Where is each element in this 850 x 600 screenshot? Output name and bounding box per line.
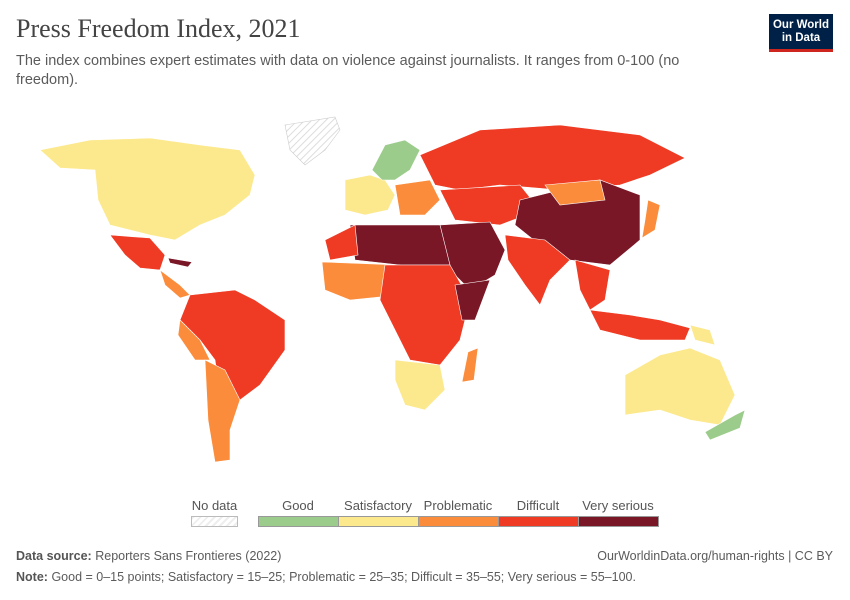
region-india[interactable] <box>504 234 571 306</box>
region-morocco[interactable] <box>324 224 359 261</box>
legend-swatch-good[interactable] <box>258 516 339 527</box>
region-central-africa[interactable] <box>379 264 471 366</box>
region-greenland[interactable] <box>284 116 341 166</box>
region-russia[interactable] <box>419 124 686 191</box>
page-title: Press Freedom Index, 2021 <box>16 14 301 43</box>
page-subtitle: The index combines expert estimates with… <box>16 53 680 88</box>
region-mongolia[interactable] <box>544 179 606 206</box>
region-png[interactable] <box>689 324 716 346</box>
region-central-america[interactable] <box>159 269 191 299</box>
legend-label-problematic: Problematic <box>423 498 493 513</box>
data-source: Data source: Reporters Sans Frontieres (… <box>16 549 281 563</box>
source-link[interactable]: OurWorldinData.org/human-rights | CC BY <box>597 549 833 563</box>
legend-label-very-serious: Very serious <box>582 498 654 513</box>
region-horn-africa[interactable] <box>454 279 491 321</box>
region-se-asia[interactable] <box>574 259 611 311</box>
legend-no-data-label: No data <box>191 498 238 513</box>
legend-swatch-problematic[interactable] <box>418 516 499 527</box>
legend-swatch-satisfactory[interactable] <box>338 516 419 527</box>
region-cuba[interactable] <box>167 257 193 268</box>
region-indonesia[interactable] <box>589 309 691 341</box>
legend-label-good: Good <box>282 498 314 513</box>
region-australia[interactable] <box>624 347 736 426</box>
legend-no-data-swatch[interactable] <box>191 516 238 527</box>
legend-swatch-very-serious[interactable] <box>578 516 659 527</box>
region-argentina-chile[interactable] <box>204 359 241 463</box>
region-scandinavia[interactable] <box>371 139 421 181</box>
source-label: Data source: <box>16 549 92 563</box>
world-map[interactable] <box>0 100 850 480</box>
note: Note: Good = 0–15 points; Satisfactory =… <box>16 570 636 584</box>
region-mexico[interactable] <box>109 234 166 271</box>
region-peru[interactable] <box>177 319 211 361</box>
legend-label-satisfactory: Satisfactory <box>344 498 412 513</box>
region-north-america[interactable] <box>39 137 256 241</box>
region-southern-africa[interactable] <box>394 359 446 411</box>
note-label: Note: <box>16 570 48 584</box>
note-text: Good = 0–15 points; Satisfactory = 15–25… <box>51 570 636 584</box>
owid-logo[interactable]: Our World in Data <box>769 14 833 52</box>
region-new-zealand[interactable] <box>704 409 746 441</box>
legend-swatch-difficult[interactable] <box>498 516 579 527</box>
region-eastern-europe[interactable] <box>394 179 441 216</box>
region-madagascar[interactable] <box>461 347 479 383</box>
legend-label-difficult: Difficult <box>516 498 560 513</box>
source-text: Reporters Sans Frontieres (2022) <box>95 549 282 563</box>
region-north-africa[interactable] <box>349 224 451 266</box>
region-west-africa[interactable] <box>321 261 401 301</box>
region-japan[interactable] <box>641 199 661 239</box>
region-europe-west[interactable] <box>344 174 396 216</box>
